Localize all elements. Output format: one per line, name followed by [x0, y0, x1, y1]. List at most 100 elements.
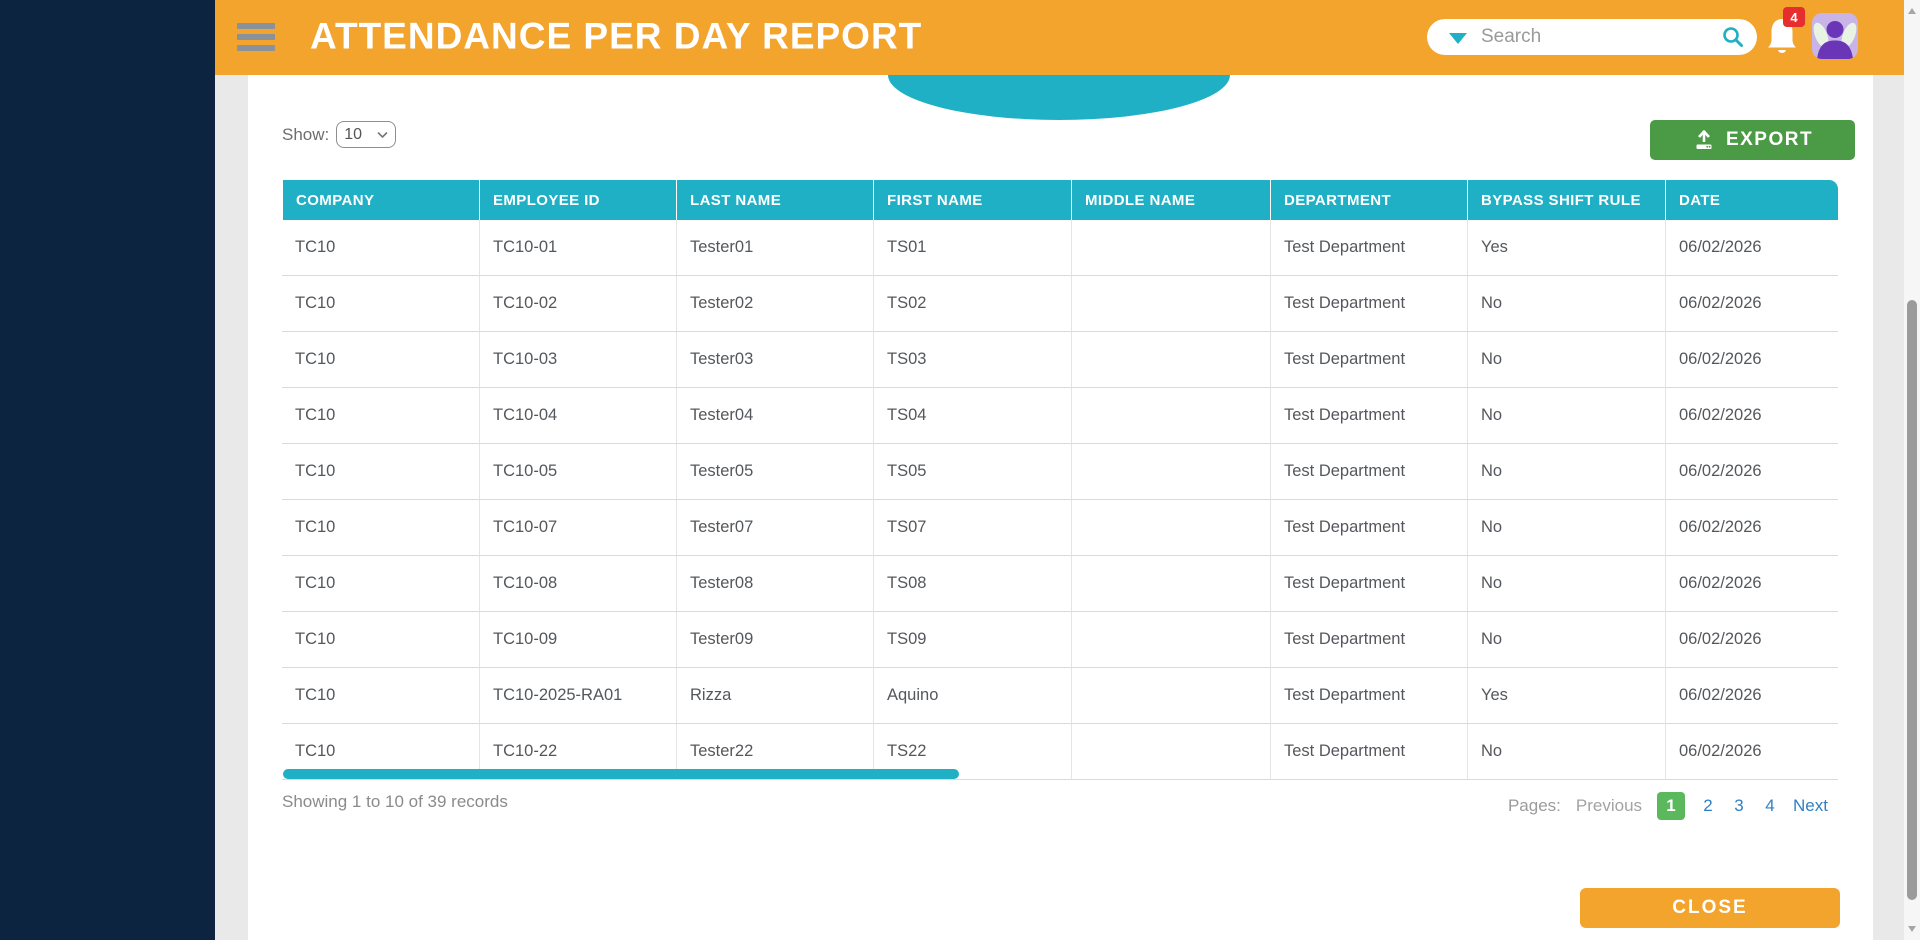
table-row: TC10 TC10-09 Tester09 TS09 Test Departme…	[282, 612, 1838, 668]
menu-icon[interactable]	[237, 23, 277, 53]
cell-employee-id: TC10-2025-RA01	[479, 668, 676, 724]
cell-last-name: Tester09	[676, 612, 873, 668]
column-header: COMPANY	[282, 180, 479, 220]
cell-department: Test Department	[1270, 220, 1467, 276]
cell-date: 06/02/2026	[1665, 500, 1838, 556]
export-button[interactable]: EXPORT	[1650, 120, 1855, 160]
notification-count-badge: 4	[1783, 7, 1805, 27]
cell-first-name: TS08	[873, 556, 1071, 612]
cell-first-name: TS07	[873, 500, 1071, 556]
cell-employee-id: TC10-04	[479, 388, 676, 444]
horizontal-scrollbar-thumb[interactable]	[283, 769, 959, 779]
cell-company: TC10	[282, 556, 479, 612]
cell-last-name: Tester02	[676, 276, 873, 332]
cell-department: Test Department	[1270, 612, 1467, 668]
page-number[interactable]: 3	[1731, 796, 1747, 816]
page-number[interactable]: 4	[1762, 796, 1778, 816]
vertical-scrollbar[interactable]	[1904, 0, 1920, 940]
cell-bypass-shift-rule: No	[1467, 276, 1665, 332]
cell-first-name: TS09	[873, 612, 1071, 668]
table-row: TC10 TC10-02 Tester02 TS02 Test Departme…	[282, 276, 1838, 332]
cell-company: TC10	[282, 612, 479, 668]
vertical-scrollbar-thumb[interactable]	[1907, 300, 1917, 900]
report-card: Show: 10 EXPORT	[248, 75, 1873, 940]
cell-department: Test Department	[1270, 444, 1467, 500]
export-icon	[1696, 130, 1712, 149]
cell-company: TC10	[282, 500, 479, 556]
cell-middle-name	[1071, 556, 1270, 612]
cell-bypass-shift-rule: No	[1467, 332, 1665, 388]
column-header: DATE	[1665, 180, 1838, 220]
cell-bypass-shift-rule: No	[1467, 612, 1665, 668]
column-header: EMPLOYEE ID	[479, 180, 676, 220]
cell-middle-name	[1071, 500, 1270, 556]
cell-middle-name	[1071, 668, 1270, 724]
column-header: BYPASS SHIFT RULE	[1467, 180, 1665, 220]
table-row: TC10 TC10-01 Tester01 TS01 Test Departme…	[282, 220, 1838, 276]
cell-last-name: Tester01	[676, 220, 873, 276]
table-body: TC10 TC10-01 Tester01 TS01 Test Departme…	[282, 220, 1838, 780]
column-header: FIRST NAME	[873, 180, 1071, 220]
cell-bypass-shift-rule: No	[1467, 556, 1665, 612]
cell-employee-id: TC10-02	[479, 276, 676, 332]
menu-bar	[237, 34, 275, 40]
table-row: TC10 TC10-2025-RA01 Rizza Aquino Test De…	[282, 668, 1838, 724]
cell-bypass-shift-rule: Yes	[1467, 668, 1665, 724]
pie-chart-bottom-arc	[888, 75, 1230, 120]
cell-bypass-shift-rule: No	[1467, 500, 1665, 556]
cell-first-name: TS04	[873, 388, 1071, 444]
search-filter-icon[interactable]	[1449, 32, 1467, 44]
search-icon[interactable]	[1721, 25, 1745, 49]
content-background: Show: 10 EXPORT	[215, 75, 1904, 940]
cell-employee-id: TC10-07	[479, 500, 676, 556]
search-box[interactable]	[1427, 19, 1757, 55]
menu-bar	[237, 45, 275, 51]
cell-last-name: Tester04	[676, 388, 873, 444]
cell-last-name: Tester03	[676, 332, 873, 388]
previous-page-button[interactable]: Previous	[1575, 796, 1643, 815]
cell-date: 06/02/2026	[1665, 668, 1838, 724]
column-header: LAST NAME	[676, 180, 873, 220]
attendance-table: COMPANY EMPLOYEE ID LAST NAME FIRST NAME MID…	[282, 180, 1838, 780]
show-page-size-select[interactable]: 10	[336, 121, 397, 148]
close-button[interactable]: CLOSE	[1580, 888, 1840, 928]
cell-date: 06/02/2026	[1665, 556, 1838, 612]
cell-last-name: Tester05	[676, 444, 873, 500]
cell-department: Test Department	[1270, 388, 1467, 444]
cell-company: TC10	[282, 444, 479, 500]
table-row: TC10 TC10-08 Tester08 TS08 Test Departme…	[282, 556, 1838, 612]
cell-employee-id: TC10-09	[479, 612, 676, 668]
cell-first-name: TS01	[873, 220, 1071, 276]
cell-company: TC10	[282, 388, 479, 444]
next-page-button[interactable]: Next	[1793, 796, 1828, 815]
cell-date: 06/02/2026	[1665, 444, 1838, 500]
table-row: TC10 TC10-07 Tester07 TS07 Test Departme…	[282, 500, 1838, 556]
cell-company: TC10	[282, 332, 479, 388]
page-number[interactable]: 1	[1657, 792, 1686, 820]
cell-middle-name	[1071, 612, 1270, 668]
column-header: DEPARTMENT	[1270, 180, 1467, 220]
select-chevron-icon	[377, 131, 388, 138]
header-bar: ATTENDANCE PER DAY REPORT 4	[215, 0, 1920, 75]
page-size-control: Show: 10	[282, 121, 397, 148]
scroll-down-icon[interactable]	[1908, 926, 1916, 932]
user-avatar-icon[interactable]	[1812, 13, 1858, 59]
cell-first-name: Aquino	[873, 668, 1071, 724]
search-input[interactable]	[1479, 25, 1721, 49]
cell-employee-id: TC10-05	[479, 444, 676, 500]
cell-last-name: Rizza	[676, 668, 873, 724]
show-page-size-value: 10	[344, 125, 363, 143]
scroll-up-icon[interactable]	[1908, 8, 1916, 14]
cell-middle-name	[1071, 276, 1270, 332]
table-row: TC10 TC10-03 Tester03 TS03 Test Departme…	[282, 332, 1838, 388]
cell-middle-name	[1071, 332, 1270, 388]
page-number[interactable]: 2	[1700, 796, 1716, 816]
cell-department: Test Department	[1270, 276, 1467, 332]
cell-bypass-shift-rule: No	[1467, 444, 1665, 500]
cell-bypass-shift-rule: Yes	[1467, 220, 1665, 276]
cell-department: Test Department	[1270, 668, 1467, 724]
cell-last-name: Tester07	[676, 500, 873, 556]
